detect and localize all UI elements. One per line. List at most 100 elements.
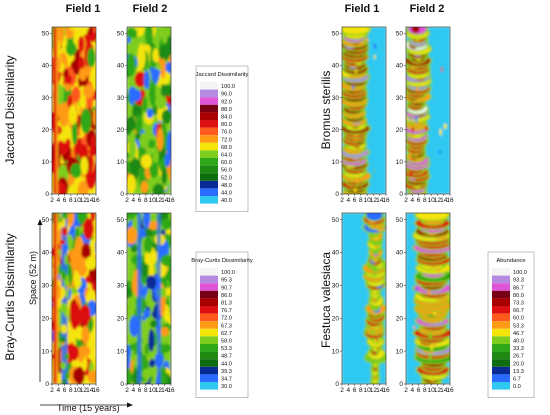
x-tick-label-festuca-field2-2: 6 — [417, 387, 421, 394]
legend-label-jaccard-1: 96.0 — [221, 92, 232, 98]
legend-label-braycurtis-14: 34.7 — [221, 377, 232, 383]
col-title-right-field1: Field 1 — [345, 3, 380, 15]
legend-title-jaccard: Jaccard Dissimilarity — [196, 72, 249, 78]
x-tick-label-braycurtis-field2-1: 4 — [131, 387, 135, 394]
x-tick-label-braycurtis-field2-5: 12 — [155, 387, 163, 394]
legend-label-braycurtis-2: 90.7 — [221, 285, 232, 291]
y-tick-label-festuca-field1-5: 50 — [332, 217, 340, 224]
row-label-festuca: Festuca valesiaca — [319, 252, 333, 348]
legend-label-braycurtis-4: 81.3 — [221, 301, 232, 307]
space-axis-arrow — [37, 219, 43, 382]
legend-swatch-abundance-4 — [492, 298, 510, 306]
legend-label-jaccard-10: 60.0 — [221, 160, 232, 166]
legend-label-abundance-12: 20.0 — [513, 361, 524, 367]
x-tick-label-bromus-field2-0: 2 — [404, 197, 408, 204]
y-tick-label-braycurtis-field2-2: 20 — [117, 315, 125, 322]
x-tick-label-braycurtis-field2-0: 2 — [125, 387, 129, 394]
legend-swatch-braycurtis-8 — [200, 328, 218, 337]
x-tick-label-braycurtis-field2-4: 10 — [149, 387, 157, 394]
heatmap-jaccard-field2 — [127, 27, 171, 194]
legend-swatch-braycurtis-14 — [200, 374, 218, 382]
x-tick-label-jaccard-field2-0: 2 — [125, 197, 129, 204]
legend-swatch-braycurtis-12 — [200, 359, 218, 367]
plot-frame-braycurtis-field2 — [126, 212, 172, 385]
x-tick-label-bromus-field1-4: 10 — [364, 197, 372, 204]
legend-swatch-jaccard-11 — [200, 165, 218, 174]
legend-label-jaccard-9: 64.0 — [221, 153, 232, 159]
time-axis-arrow — [40, 402, 133, 408]
y-tick-label-bromus-field1-2: 20 — [332, 127, 340, 134]
legend-label-abundance-6: 60.0 — [513, 316, 524, 322]
x-tick-label-jaccard-field1-4: 10 — [74, 197, 82, 204]
x-tick-label-braycurtis-field2-6: 14 — [161, 387, 169, 394]
legend-swatch-abundance-5 — [492, 306, 510, 314]
x-tick-label-festuca-field1-3: 8 — [359, 387, 363, 394]
y-tick-label-jaccard-field1-5: 50 — [42, 31, 50, 38]
x-tick-label-festuca-field1-6: 14 — [376, 387, 384, 394]
col-title-left-field2: Field 2 — [133, 3, 168, 15]
legend-label-abundance-3: 80.0 — [513, 293, 524, 299]
x-tick-label-bromus-field1-2: 6 — [353, 197, 357, 204]
legend-swatch-abundance-3 — [492, 290, 510, 299]
x-tick-label-braycurtis-field1-0: 2 — [50, 387, 54, 394]
y-tick-label-festuca-field1-2: 20 — [332, 315, 340, 322]
legend-label-abundance-4: 73.3 — [513, 301, 524, 307]
heatmap-festuca-field2 — [406, 213, 450, 384]
y-tick-label-jaccard-field2-2: 20 — [117, 127, 125, 134]
legend-swatch-braycurtis-0 — [200, 268, 218, 276]
legend-swatch-braycurtis-15 — [200, 382, 218, 390]
y-tick-label-festuca-field2-3: 30 — [396, 283, 404, 290]
legend-label-braycurtis-15: 30.0 — [221, 384, 232, 390]
x-tick-label-bromus-field2-1: 4 — [410, 197, 414, 204]
legend-label-braycurtis-0: 100.0 — [221, 270, 235, 276]
legend-swatch-braycurtis-9 — [200, 336, 218, 344]
x-tick-label-braycurtis-field1-1: 4 — [56, 387, 60, 394]
legend-swatch-braycurtis-7 — [200, 321, 218, 329]
x-tick-label-festuca-field2-0: 2 — [404, 387, 408, 394]
legend-swatch-jaccard-5 — [200, 120, 218, 128]
x-tick-label-braycurtis-field2-2: 6 — [138, 387, 142, 394]
legend-swatch-abundance-1 — [492, 275, 510, 284]
legend-title-braycurtis: Bray-Curtis Dissimilarity — [191, 258, 253, 264]
y-tick-label-festuca-field1-1: 10 — [332, 348, 340, 355]
legend-swatch-abundance-2 — [492, 283, 510, 291]
y-tick-label-braycurtis-field2-1: 10 — [117, 348, 125, 355]
y-tick-label-festuca-field2-2: 20 — [396, 315, 404, 322]
y-tick-label-braycurtis-field1-0: 0 — [45, 381, 49, 388]
legend-swatch-abundance-12 — [492, 359, 510, 367]
row-label-jaccard: Jaccard Dissimilarity — [3, 55, 17, 164]
x-tick-label-bromus-field1-3: 8 — [359, 197, 363, 204]
legend-swatch-braycurtis-10 — [200, 344, 218, 352]
plot-frame-braycurtis-field1 — [51, 212, 97, 385]
legend-abundance: Abundance 100.0 93.386.7 80.0 73.366.7 60.053… — [487, 251, 535, 398]
plot-frame-festuca-field2 — [405, 212, 451, 385]
x-tick-label-jaccard-field2-2: 6 — [138, 197, 142, 204]
y-tick-label-jaccard-field2-1: 10 — [117, 159, 125, 166]
legend-swatch-abundance-0 — [492, 268, 510, 276]
legend-label-abundance-15: 0.0 — [513, 384, 521, 390]
x-tick-label-braycurtis-field1-2: 6 — [63, 387, 67, 394]
x-tick-label-festuca-field2-6: 14 — [440, 387, 448, 394]
y-tick-label-bromus-field2-0: 0 — [399, 191, 403, 198]
legend-label-jaccard-13: 48.0 — [221, 183, 232, 189]
y-tick-label-festuca-field1-4: 40 — [332, 250, 340, 257]
legend-label-braycurtis-8: 62.7 — [221, 331, 232, 337]
legend-swatch-abundance-9 — [492, 336, 510, 344]
y-tick-label-jaccard-field1-1: 10 — [42, 159, 50, 166]
y-tick-label-jaccard-field2-3: 30 — [117, 95, 125, 102]
y-tick-label-bromus-field2-1: 10 — [396, 159, 404, 166]
y-tick-label-jaccard-field1-2: 20 — [42, 127, 50, 134]
plot-frame-bromus-field1 — [341, 26, 387, 195]
legend-swatch-braycurtis-3 — [200, 290, 218, 299]
y-tick-label-jaccard-field2-0: 0 — [120, 191, 124, 198]
x-tick-label-bromus-field2-6: 14 — [440, 197, 448, 204]
x-tick-label-jaccard-field2-5: 12 — [155, 197, 163, 204]
legend-label-braycurtis-1: 95.3 — [221, 278, 232, 284]
x-tick-label-bromus-field2-5: 12 — [434, 197, 442, 204]
y-tick-label-braycurtis-field2-3: 30 — [117, 283, 125, 290]
legend-swatch-braycurtis-13 — [200, 366, 218, 375]
legend-label-braycurtis-6: 72.0 — [221, 316, 232, 322]
legend-swatch-jaccard-1 — [200, 89, 218, 98]
x-tick-label-bromus-field1-6: 14 — [376, 197, 384, 204]
